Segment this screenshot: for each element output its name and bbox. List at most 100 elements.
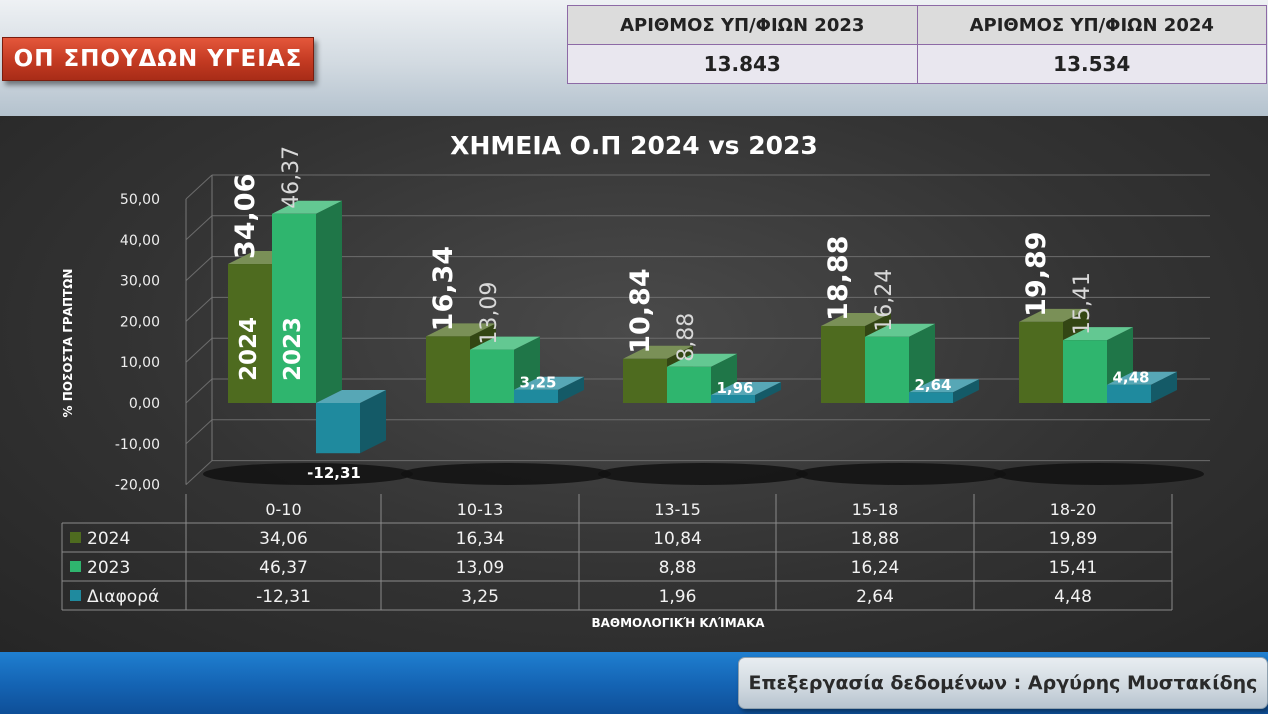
- legend-label: 2024: [87, 529, 130, 549]
- legend-swatch: [70, 532, 81, 543]
- bar-top: [1107, 371, 1177, 385]
- bar-top: [909, 379, 979, 393]
- bar-2023-10-13: [470, 336, 540, 403]
- bar-Διαφορά-10-13: [514, 376, 584, 403]
- bar-top: [1063, 327, 1133, 341]
- table-cell: 16,24: [851, 558, 900, 578]
- data-table: 0-10 10-13 13-15 15-18 18-20 2024 34,06 16,34 10…: [61, 494, 1173, 611]
- data-label-diff: 3,25: [519, 374, 556, 392]
- in-bar-series-label: 2023: [280, 317, 306, 381]
- table-cell: 1,96: [659, 587, 697, 607]
- bar-front: [228, 264, 272, 403]
- gridline-diagonal: [185, 174, 213, 200]
- bar-side: [1151, 371, 1177, 403]
- data-labels: 34,06 16,34 10,84 18,88 19,89 46,37 13,09 8,88 1…: [230, 146, 1150, 482]
- legend-entry-Διαφορά: Διαφορά: [70, 587, 159, 607]
- bar-top: [821, 312, 891, 326]
- table-cell: 3,25: [461, 587, 499, 607]
- table-cell: 13,09: [456, 558, 505, 578]
- bar-side: [755, 382, 781, 403]
- bar-2023-0-10: [272, 200, 342, 403]
- data-label-2023: 46,37: [279, 146, 304, 209]
- credit-box: Επεξεργασία δεδομένων : Αργύρης Μυστακίδ…: [738, 657, 1268, 709]
- stat-header-2024: ΑΡΙΘΜΟΣ ΥΠ/ΦΙΩΝ 2024: [916, 5, 1267, 45]
- bar-top: [711, 382, 781, 396]
- student-count-table: ΑΡΙΘΜΟΣ ΥΠ/ΦΙΩΝ 2023 ΑΡΙΘΜΟΣ ΥΠ/ΦΙΩΝ 202…: [567, 5, 1267, 84]
- page-title-badge: ΟΠ ΣΠΟΥΔΩΝ ΥΓΕΙΑΣ: [2, 37, 314, 81]
- y-tick-label: -10,00: [115, 437, 160, 453]
- x-category-label: 10-13: [457, 500, 504, 519]
- bar-top: [623, 345, 693, 359]
- bar-front: [1063, 340, 1107, 403]
- y-tick-label: 20,00: [120, 314, 160, 330]
- floor-shadow: [203, 463, 413, 485]
- bar-front: [623, 358, 667, 403]
- bar-side: [360, 390, 386, 454]
- table-cell: 2,64: [856, 587, 894, 607]
- data-label-2024: 16,34: [428, 246, 459, 331]
- gridline-diagonal: [185, 297, 213, 322]
- bar-front: [865, 336, 909, 403]
- gridline-diagonal: [185, 337, 213, 363]
- bar-top: [1019, 308, 1089, 322]
- x-category-label: 0-10: [265, 500, 301, 519]
- table-cell: 8,88: [659, 558, 697, 578]
- gridline-diagonal: [185, 460, 213, 485]
- legend-swatch: [70, 590, 81, 601]
- data-label-diff: -12,31: [307, 464, 361, 482]
- table-cell: 4,48: [1054, 587, 1092, 607]
- legend-label: Διαφορά: [87, 587, 159, 607]
- y-axis-ticks: 50,00 40,00 30,00 20,00 10,00 0,00 -10,00 -20,0…: [115, 192, 160, 494]
- bar-front: [667, 366, 711, 403]
- in-bar-series-label: 2024: [236, 317, 262, 381]
- bar-top: [426, 323, 496, 337]
- bar-front: [821, 325, 865, 403]
- bar-Διαφορά-15-18: [909, 379, 979, 403]
- bar-top: [470, 336, 540, 350]
- floor-shadow: [994, 463, 1204, 485]
- bar-front: [1019, 321, 1063, 403]
- floor-shadows: [203, 463, 1204, 485]
- bar-side: [953, 379, 979, 403]
- bar-front: [470, 349, 514, 403]
- legend-swatch: [70, 561, 81, 572]
- gridline-diagonal: [185, 215, 213, 241]
- data-label-2023: 13,09: [477, 282, 502, 345]
- bar-top: [865, 323, 935, 337]
- table-cell: 19,89: [1049, 529, 1098, 549]
- stat-header-2023: ΑΡΙΘΜΟΣ ΥΠ/ΦΙΩΝ 2023: [567, 5, 918, 45]
- table-cell: -12,31: [256, 587, 311, 607]
- bar-front: [909, 392, 953, 403]
- bar-Διαφορά-0-10: [316, 390, 386, 454]
- floor-shadow: [401, 463, 611, 485]
- legend-label: 2023: [87, 558, 130, 578]
- gridline-diagonal: [185, 256, 213, 281]
- legend-entry-2023: 2023: [70, 558, 130, 578]
- bar-front: [711, 395, 755, 403]
- bar-front: [514, 389, 558, 403]
- x-category-label: 15-18: [852, 500, 899, 519]
- bar-Διαφορά-18-20: [1107, 371, 1177, 403]
- bar-front: [316, 403, 360, 454]
- x-axis-label: ΒΑΘΜΟΛΟΓΙΚΉ ΚΛΊΜΑΚΑ: [591, 616, 765, 630]
- data-label-2024: 19,89: [1021, 231, 1052, 316]
- gridline-diagonal: [185, 378, 213, 404]
- gridline-diagonal: [185, 419, 213, 445]
- bar-top: [514, 376, 584, 390]
- bar-2023-13-15: [667, 353, 737, 403]
- stat-value-2023: 13.843: [567, 44, 918, 84]
- bars: [228, 200, 1177, 454]
- data-label-2023: 8,88: [674, 313, 699, 362]
- y-tick-label: 40,00: [120, 233, 160, 249]
- table-cell: 10,84: [653, 529, 702, 549]
- table-cell: 16,34: [456, 529, 505, 549]
- table-cell: 18,88: [851, 529, 900, 549]
- chart: ΧΗΜΕΙΑ Ο.Π 2024 vs 2023 50,00 40,00 30,00 2…: [61, 131, 1210, 630]
- bar-side: [558, 376, 584, 403]
- x-category-label: 13-15: [654, 500, 701, 519]
- table-cell: 34,06: [259, 529, 308, 549]
- legend-entry-2024: 2024: [70, 529, 130, 549]
- stat-value-2024: 13.534: [916, 44, 1267, 84]
- floor-shadow: [598, 463, 808, 485]
- bar-top: [316, 390, 386, 403]
